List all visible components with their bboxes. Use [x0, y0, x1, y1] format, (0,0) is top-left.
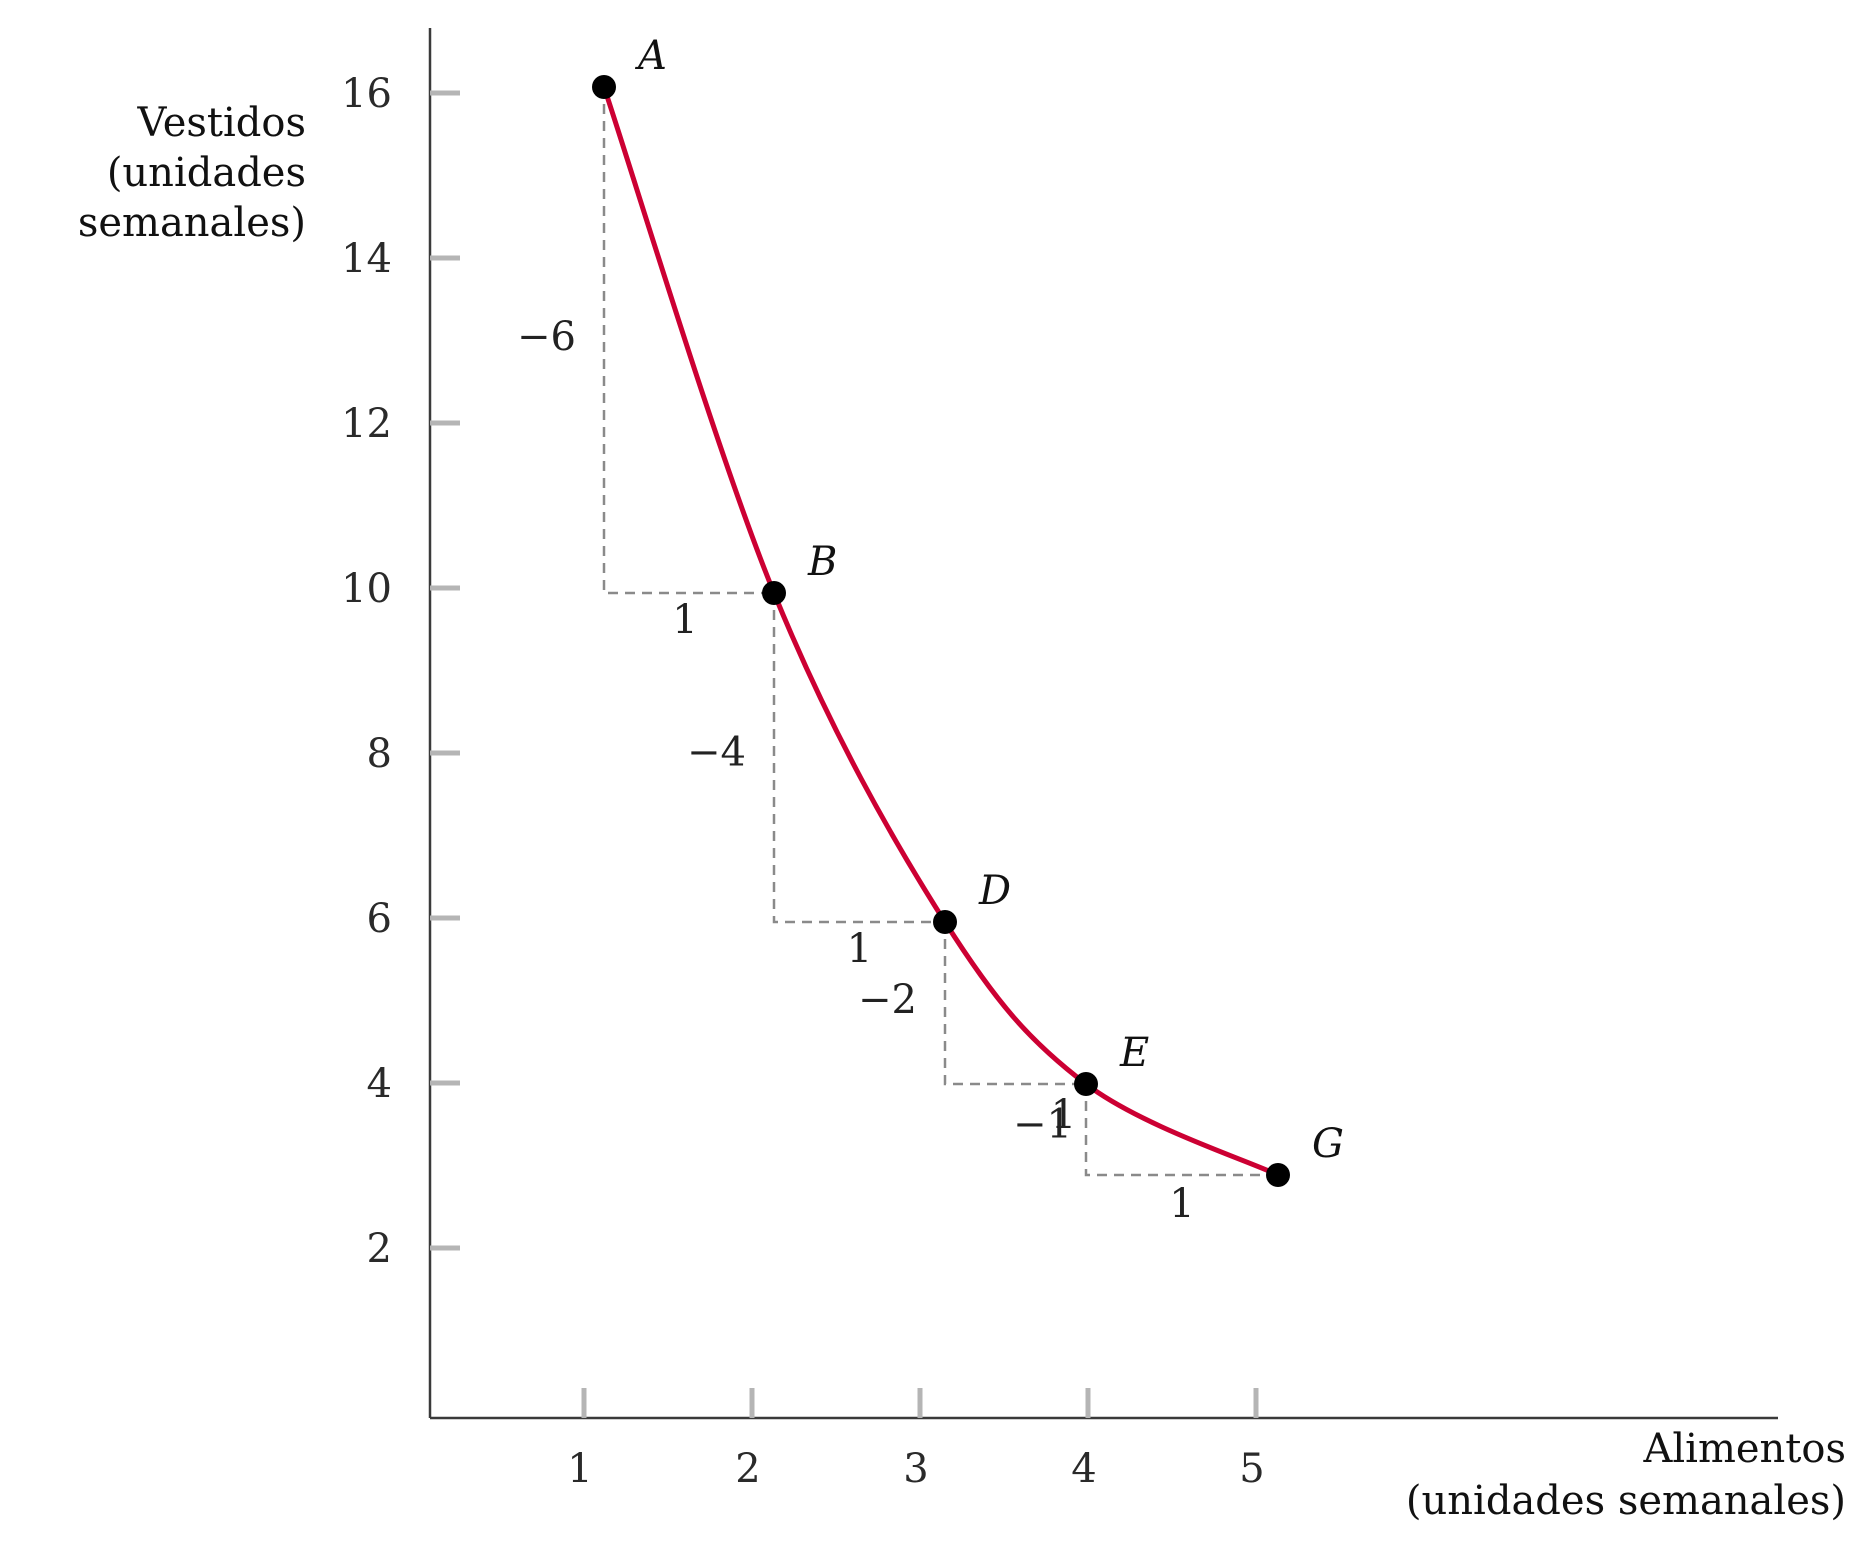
point-label: B — [807, 539, 837, 585]
data-point — [762, 581, 786, 605]
point-label: A — [634, 33, 667, 79]
x-tick-label: 2 — [735, 1446, 760, 1492]
data-point — [592, 75, 616, 99]
y-axis-ticks: 2 4 6 8 10 12 14 16 — [341, 71, 460, 1272]
step-guide — [943, 922, 1086, 1086]
data-point — [933, 910, 957, 934]
y-tick-label: 14 — [341, 236, 392, 282]
y-axis-title-line: (unidades — [107, 150, 306, 196]
y-axis-title-line: Vestidos — [137, 100, 307, 146]
point-label: G — [1312, 1121, 1344, 1167]
step-dy-label: −4 — [687, 730, 746, 776]
step-guides — [602, 87, 1278, 1177]
x-tick-label: 1 — [567, 1446, 592, 1492]
step-guide — [772, 593, 945, 924]
y-tick-label: 8 — [367, 731, 392, 777]
x-axis-title: Alimentos (unidades semanales) — [1406, 1426, 1846, 1524]
y-tick-label: 6 — [367, 896, 392, 942]
step-dy-label: −1 — [1013, 1102, 1072, 1148]
step-dy-label: −6 — [517, 314, 576, 360]
x-tick-label: 3 — [903, 1446, 928, 1492]
data-point — [1266, 1163, 1290, 1187]
y-axis-title-line: semanales) — [78, 200, 306, 246]
data-points: A B D E G — [592, 33, 1344, 1187]
y-tick-label: 10 — [341, 566, 392, 612]
step-dx-label: 1 — [1169, 1181, 1194, 1227]
x-axis-title-line: Alimentos — [1642, 1426, 1846, 1472]
point-label: E — [1119, 1030, 1149, 1076]
y-tick-label: 2 — [367, 1226, 392, 1272]
data-point — [1074, 1072, 1098, 1096]
y-tick-label: 4 — [367, 1061, 392, 1107]
indifference-curve — [601, 86, 1280, 1178]
step-dx-label: 1 — [672, 597, 697, 643]
point-label: D — [978, 868, 1011, 914]
step-dx-label: 1 — [847, 926, 872, 972]
y-tick-label: 12 — [341, 401, 392, 447]
y-tick-label: 16 — [341, 71, 392, 117]
step-dx-label: 1 — [1051, 1092, 1076, 1138]
x-tick-label: 4 — [1071, 1446, 1096, 1492]
step-dy-label: −2 — [858, 977, 917, 1023]
x-axis-title-line: (unidades semanales) — [1406, 1478, 1846, 1524]
step-labels: −61−41−21−11 — [517, 314, 1195, 1227]
step-guide — [602, 87, 774, 595]
x-tick-label: 5 — [1239, 1446, 1264, 1492]
step-guide — [1084, 1084, 1278, 1177]
x-axis-ticks: 1 2 3 4 5 — [567, 1388, 1265, 1492]
